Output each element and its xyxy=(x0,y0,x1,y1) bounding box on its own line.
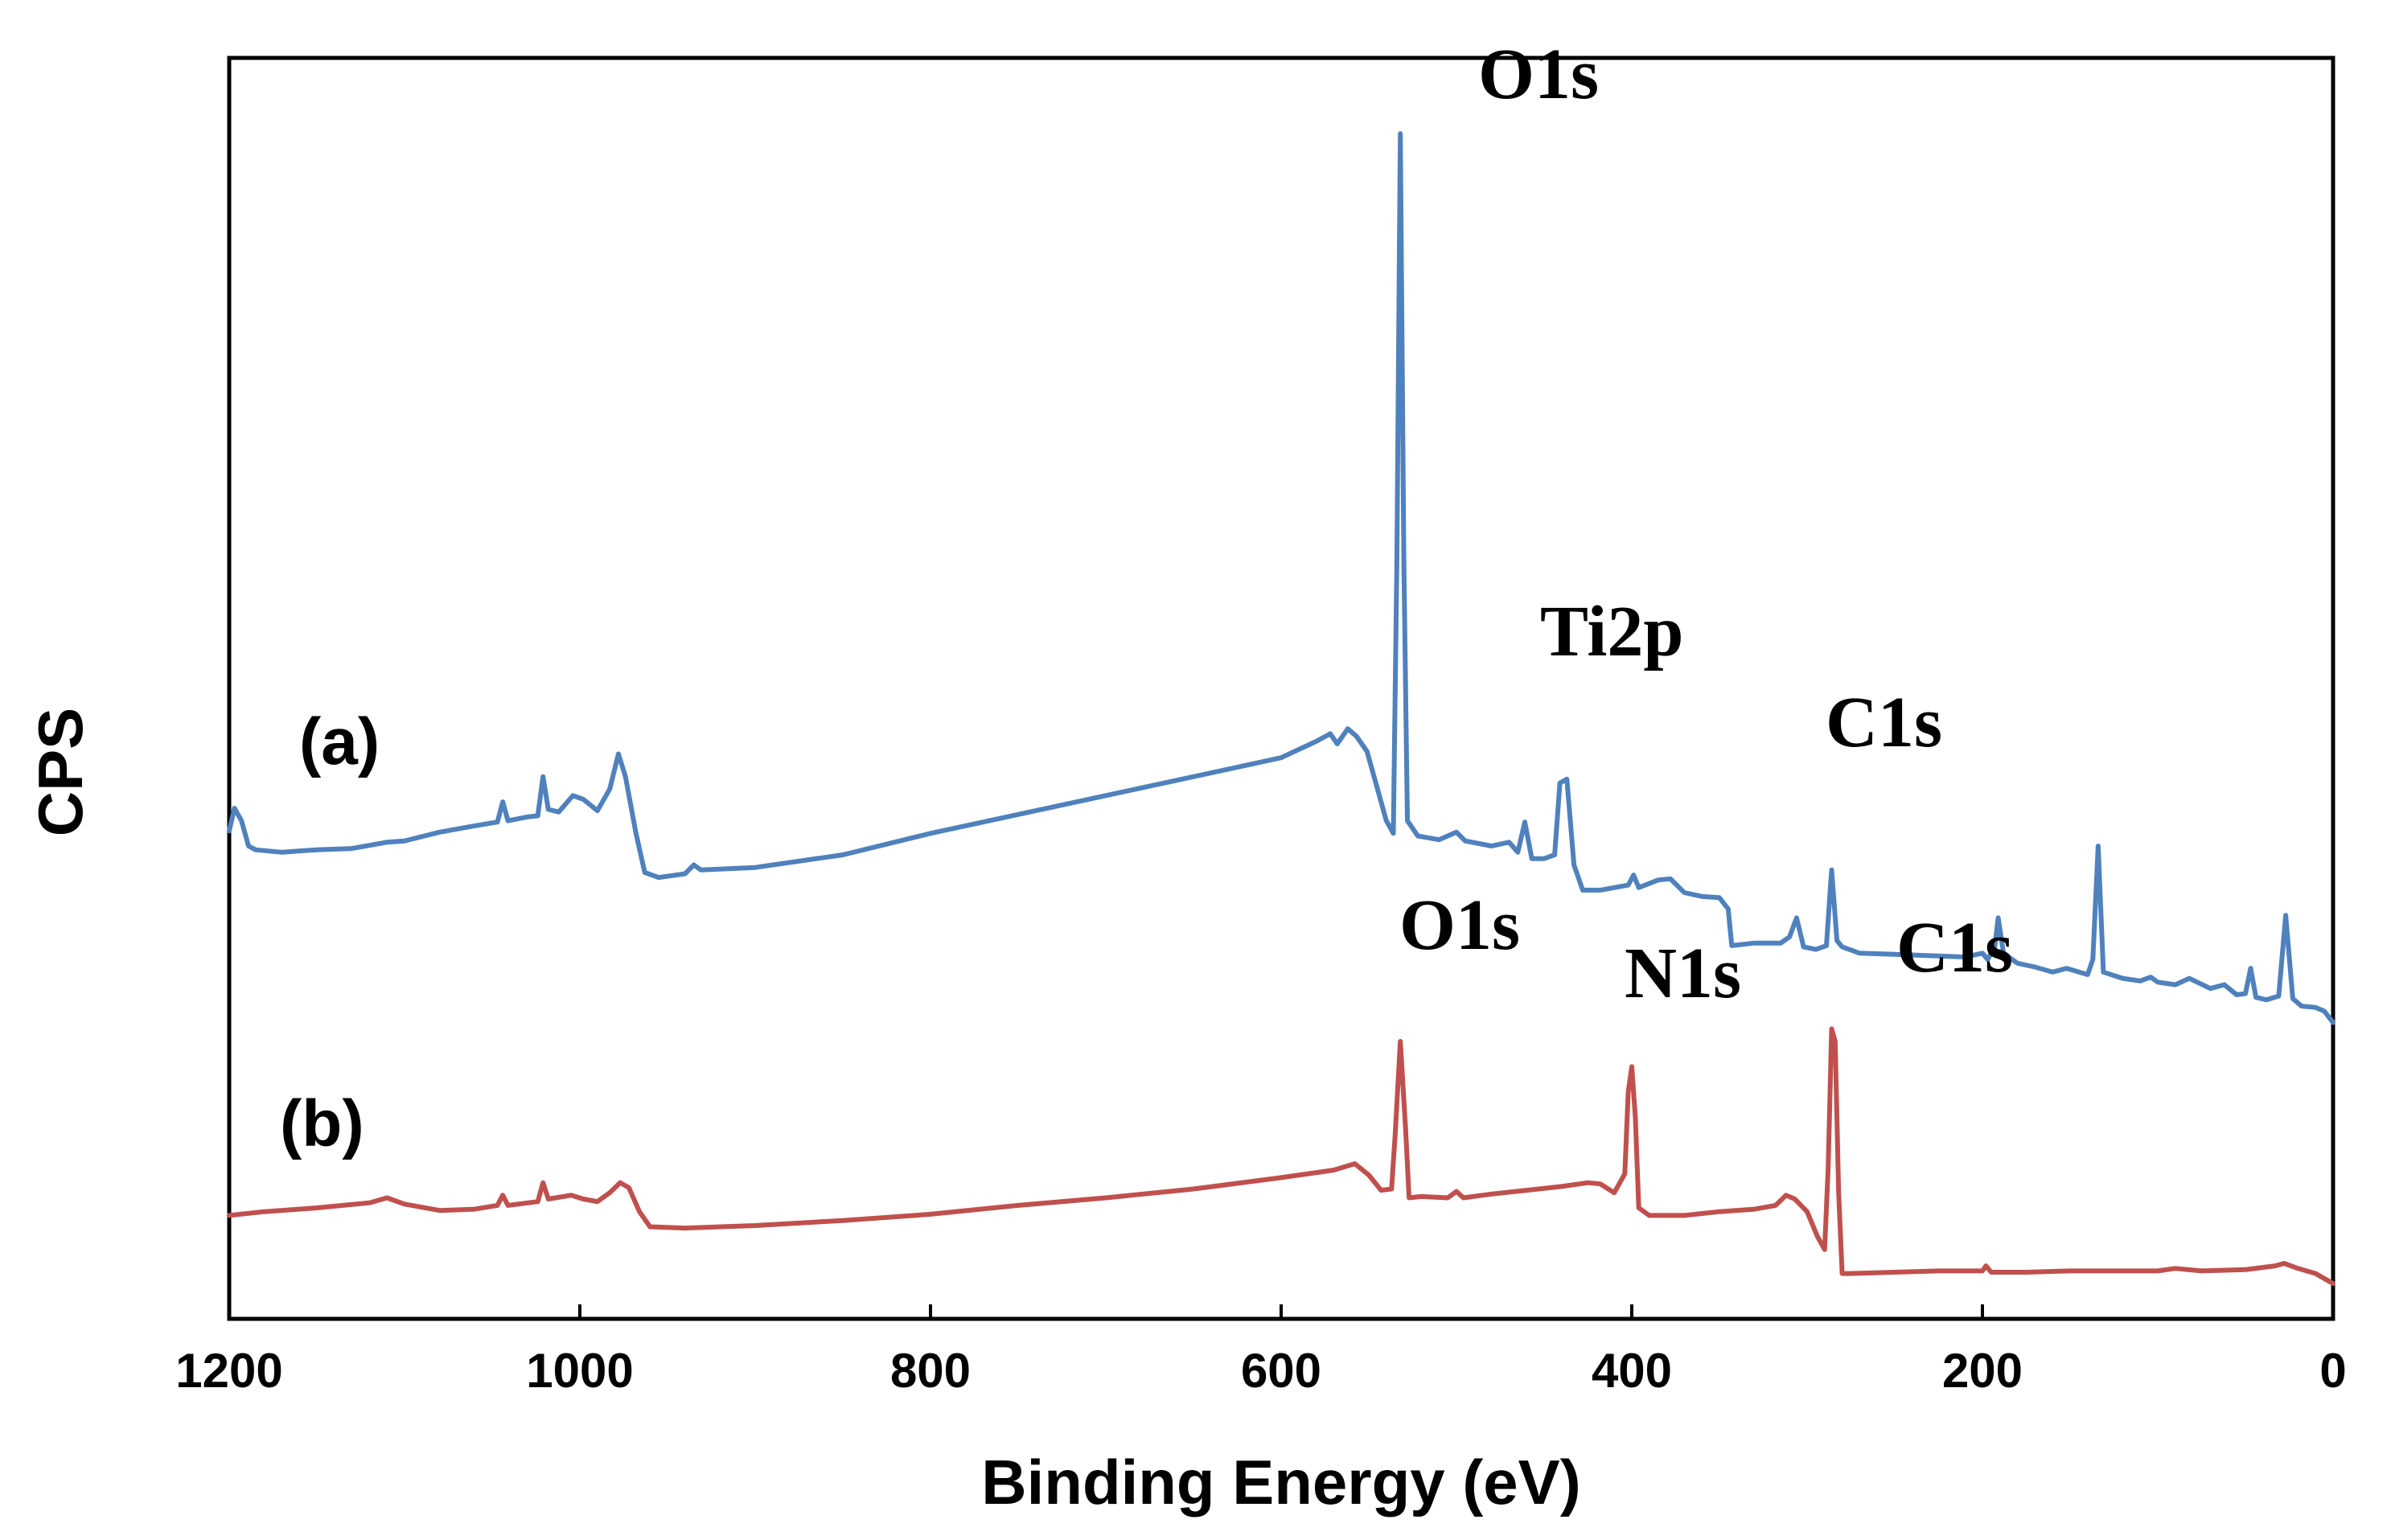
peak-label-c1s-a: C1s xyxy=(1826,683,1942,762)
x-tick-label: 600 xyxy=(1241,1344,1321,1398)
x-axis-title: Binding Energy (eV) xyxy=(981,1447,1580,1517)
series-line-b xyxy=(227,1026,2335,1287)
series-lines xyxy=(227,131,2335,1287)
x-tick-label: 400 xyxy=(1592,1344,1672,1398)
series-label-b: (b) xyxy=(280,1087,364,1160)
x-tick-label: 800 xyxy=(890,1344,971,1398)
x-tick-label: 1000 xyxy=(526,1344,633,1398)
plot-frame xyxy=(227,55,2335,1321)
y-axis-title: CPS xyxy=(25,708,96,836)
x-axis-tick-labels: 1200 1000 800 600 400 200 0 xyxy=(175,1344,2346,1398)
peak-label-o1s-a: O1s xyxy=(1478,35,1599,114)
series-line-a xyxy=(227,131,2335,1025)
peak-label-o1s-b: O1s xyxy=(1399,885,1520,965)
annotations: O1s Ti2p C1s O1s N1s C1s xyxy=(1399,35,2013,1013)
peak-label-ti2p-a: Ti2p xyxy=(1540,592,1683,671)
peak-label-c1s-b: C1s xyxy=(1896,908,2013,988)
x-tick-label: 0 xyxy=(2319,1344,2346,1398)
series-label-a: (a) xyxy=(299,705,380,778)
x-tick-label: 1200 xyxy=(175,1344,282,1398)
peak-label-n1s-b: N1s xyxy=(1625,934,1741,1013)
x-tick-label: 200 xyxy=(1942,1344,2023,1398)
x-axis-ticks xyxy=(228,1304,2335,1319)
